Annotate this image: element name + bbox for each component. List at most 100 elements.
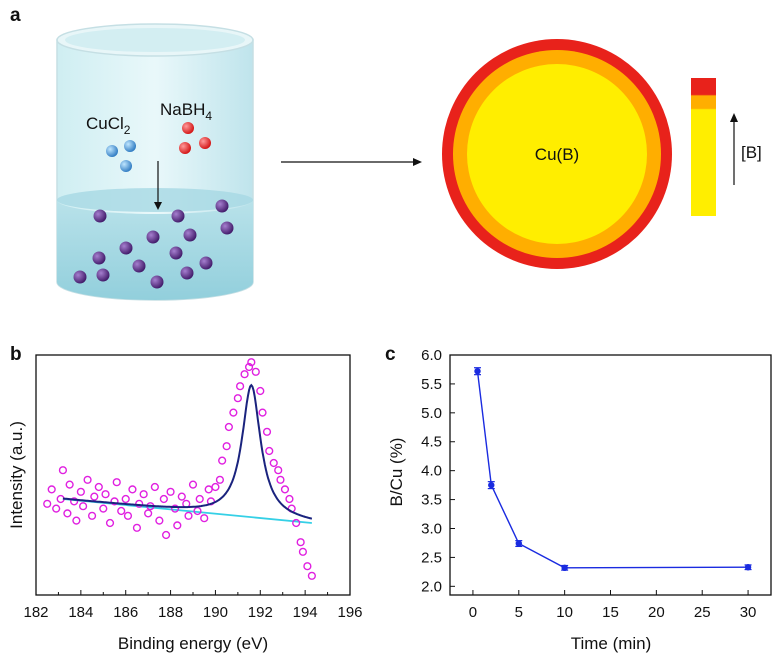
data-point-b bbox=[204, 485, 213, 494]
data-point-b bbox=[229, 408, 238, 417]
nanoparticle bbox=[180, 266, 194, 280]
reaction-arrow bbox=[281, 158, 422, 166]
cu-ions bbox=[106, 140, 136, 172]
y-tick-label-c: 4.0 bbox=[421, 463, 442, 480]
data-point-c bbox=[474, 367, 481, 375]
data-point-b bbox=[292, 518, 301, 528]
data-point-b bbox=[269, 458, 278, 468]
nanoparticle bbox=[119, 241, 133, 255]
y-tick-label-c: 3.5 bbox=[421, 492, 442, 509]
nanoparticle bbox=[73, 270, 87, 284]
data-point-c bbox=[515, 540, 522, 547]
data-point-b bbox=[139, 490, 148, 499]
y-tick-label-c: 5.0 bbox=[421, 405, 442, 422]
data-point-b bbox=[150, 482, 159, 492]
data-point-b bbox=[276, 475, 285, 484]
x-ticks-c: 0 5 10 15 20 25 30 bbox=[469, 590, 757, 621]
data-point-b bbox=[296, 538, 305, 547]
data-point-b bbox=[184, 511, 193, 520]
x-axis-label-c: Time (min) bbox=[571, 634, 652, 653]
data-point-b bbox=[262, 427, 272, 436]
data-point-b bbox=[274, 466, 283, 475]
x-tick-label-b: 192 bbox=[248, 604, 273, 621]
xps-chart: 182 184 186 188 190 192 194 196 Binding energy … bbox=[7, 354, 363, 653]
fitted-curve bbox=[62, 383, 313, 520]
panel-label-b: b bbox=[10, 344, 22, 365]
data-point-b bbox=[65, 480, 74, 489]
data-point-c bbox=[488, 481, 495, 489]
data-point-b bbox=[215, 475, 225, 484]
x-ticks-b: 182 184 186 188 190 192 194 196 bbox=[23, 590, 363, 621]
beaker bbox=[56, 23, 254, 301]
data-point-b bbox=[155, 516, 164, 525]
x-tick-label-c: 25 bbox=[694, 604, 711, 621]
data-point-b bbox=[280, 485, 290, 494]
data-point-c bbox=[744, 564, 752, 571]
data-point-b bbox=[170, 504, 180, 513]
boron-gradient-bar: [B] bbox=[691, 78, 762, 216]
nanoparticle bbox=[146, 230, 160, 244]
y-axis-label-c: B/Cu (%) bbox=[387, 438, 406, 507]
data-point-b bbox=[177, 492, 186, 501]
data-point-b bbox=[159, 494, 168, 504]
x-tick-label-b: 186 bbox=[113, 604, 138, 621]
y-ticks-c: 2.0 2.5 3.0 3.5 4.0 4.5 5.0 5.5 6.0 bbox=[421, 347, 455, 595]
nabh4-label: NaBH4 bbox=[160, 100, 212, 123]
data-point-b bbox=[240, 370, 249, 379]
data-point-b bbox=[285, 494, 294, 504]
series-c bbox=[474, 367, 752, 572]
x-tick-label-c: 20 bbox=[648, 604, 665, 621]
data-point-b bbox=[43, 499, 52, 508]
x-tick-label-b: 182 bbox=[23, 604, 48, 621]
x-tick-label-c: 0 bbox=[469, 604, 477, 621]
y-tick-label-c: 5.5 bbox=[421, 376, 442, 393]
data-point-b bbox=[76, 487, 85, 496]
data-point-b bbox=[173, 521, 182, 530]
data-point-b bbox=[161, 530, 171, 540]
cucl2-label: CuCl2 bbox=[86, 114, 131, 137]
data-point-b bbox=[94, 482, 103, 492]
x-tick-label-b: 184 bbox=[68, 604, 93, 621]
data-point-b bbox=[188, 480, 198, 489]
data-point-b bbox=[132, 523, 142, 532]
gradient-label: [B] bbox=[741, 143, 762, 162]
series-line-c bbox=[476, 371, 749, 569]
data-point-b bbox=[78, 502, 88, 511]
panel-label-c: c bbox=[385, 344, 396, 365]
data-point-b bbox=[105, 518, 115, 528]
data-point-b bbox=[63, 509, 72, 518]
plot-frame-b bbox=[35, 354, 351, 596]
data-point-b bbox=[166, 487, 175, 496]
data-point-c bbox=[561, 564, 568, 572]
nanoparticle bbox=[215, 199, 229, 213]
data-point-b bbox=[52, 504, 61, 513]
data-point-b bbox=[224, 422, 233, 432]
nanoparticle bbox=[96, 268, 110, 282]
nanoparticle bbox=[132, 259, 146, 273]
bh4-ion bbox=[199, 137, 211, 149]
bh4-ion bbox=[182, 122, 194, 134]
data-point-b bbox=[99, 504, 108, 513]
y-tick-label-c: 4.5 bbox=[421, 434, 442, 451]
data-point-b bbox=[200, 514, 209, 523]
bh4-ion bbox=[179, 142, 191, 154]
y-tick-label-c: 6.0 bbox=[421, 347, 442, 364]
x-tick-label-b: 194 bbox=[293, 604, 318, 621]
x-tick-label-b: 190 bbox=[203, 604, 228, 621]
bh4-ions bbox=[179, 122, 211, 154]
data-point-b bbox=[193, 506, 202, 516]
panel-label-a: a bbox=[10, 5, 21, 26]
data-point-b bbox=[236, 382, 245, 391]
x-tick-label-c: 10 bbox=[556, 604, 573, 621]
x-tick-label-b: 188 bbox=[158, 604, 183, 621]
data-point-b bbox=[211, 482, 220, 492]
x-tick-label-c: 30 bbox=[740, 604, 757, 621]
data-point-b bbox=[247, 358, 256, 367]
nanoparticle bbox=[93, 209, 107, 223]
data-point-b bbox=[47, 485, 56, 494]
data-point-b bbox=[58, 466, 68, 475]
x-axis-label-b: Binding energy (eV) bbox=[118, 634, 268, 653]
svg-text:CuCl2: CuCl2 bbox=[86, 114, 131, 137]
data-point-b bbox=[112, 478, 121, 487]
